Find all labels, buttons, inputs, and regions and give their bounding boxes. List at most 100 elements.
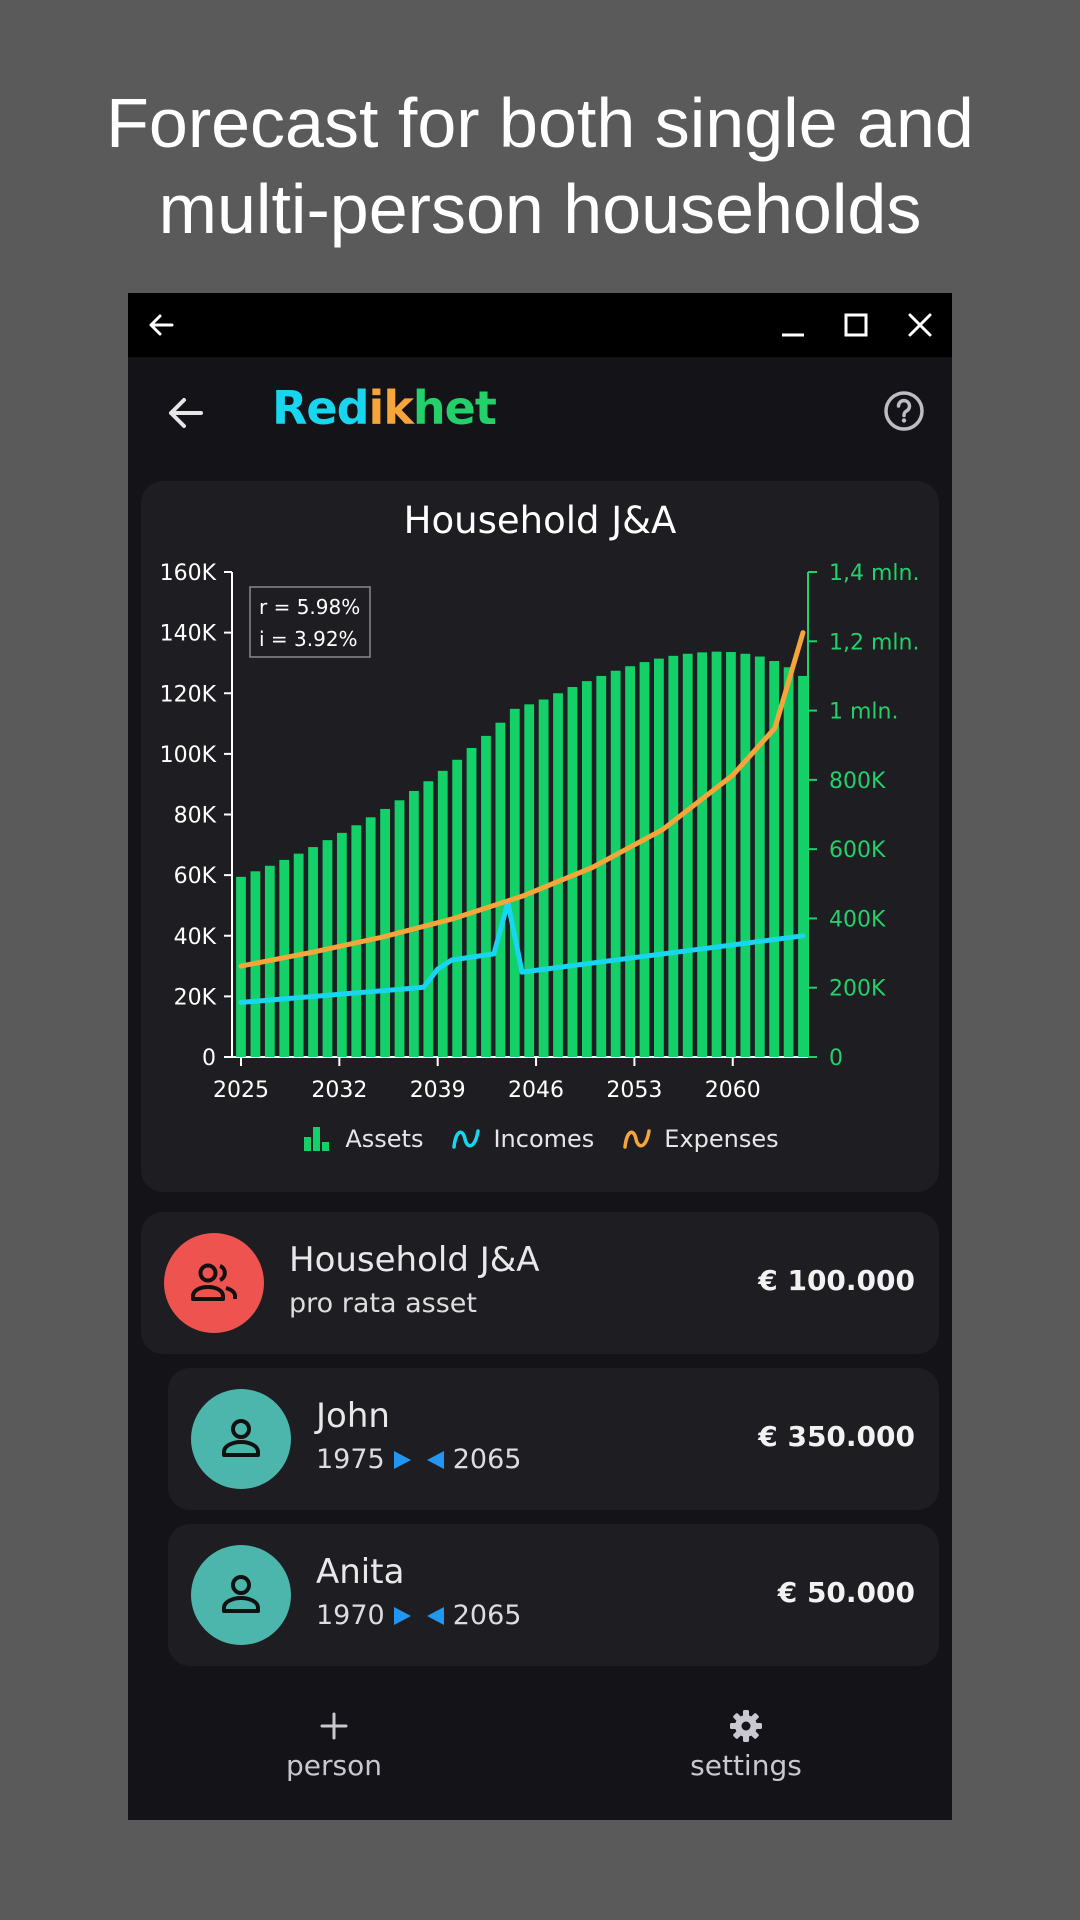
asset-bar: [437, 770, 448, 1057]
left-tick-label: 140K: [160, 622, 217, 647]
person-lifespan: 1975 2065: [316, 1444, 521, 1475]
asset-bar: [754, 656, 765, 1057]
incomes-line: [238, 899, 806, 1005]
chart-title: Household J&A: [403, 499, 677, 542]
help-button[interactable]: [880, 387, 928, 435]
add-person-label: person: [286, 1749, 382, 1782]
right-tick-label: 800K: [829, 769, 886, 794]
person-amount: € 50.000: [777, 1576, 915, 1609]
household-subtitle: pro rata asset: [289, 1288, 477, 1319]
death-year: 2065: [452, 1600, 522, 1631]
arrow-left-icon: [169, 398, 203, 428]
window-titlebar: [128, 293, 952, 357]
asset-bar: [452, 759, 463, 1057]
left-tick-label: 20K: [174, 985, 217, 1010]
asset-bar: [697, 652, 708, 1057]
legend-item-assets: Assets: [301, 1125, 423, 1153]
window-minimize-button[interactable]: [768, 301, 816, 349]
person-icon: [222, 1575, 260, 1613]
x-tick-label: 2046: [508, 1078, 564, 1103]
asset-bar: [668, 655, 679, 1057]
gear-icon: [730, 1710, 762, 1742]
asset-bar: [610, 670, 621, 1057]
left-tick-label: 60K: [174, 864, 217, 889]
window-maximize-button[interactable]: [832, 301, 880, 349]
settings-button[interactable]: settings: [646, 1703, 846, 1803]
asset-bar: [466, 747, 477, 1057]
asset-bar: [538, 699, 549, 1057]
person-amount: € 350.000: [758, 1420, 915, 1453]
arrow-left-icon: [149, 314, 174, 336]
x-tick-label: 2032: [311, 1078, 367, 1103]
window-back-button[interactable]: [138, 301, 186, 349]
asset-bar: [726, 652, 736, 1057]
person-avatar: [191, 1545, 291, 1645]
asset-bar: [682, 653, 693, 1057]
asset-bar: [639, 662, 650, 1057]
person-row-anita[interactable]: Anita 1970 2065 € 50.000: [168, 1524, 939, 1666]
right-tick-label: 200K: [829, 977, 886, 1002]
play-left-icon: [426, 1450, 444, 1469]
right-tick-label: 0: [829, 1046, 843, 1071]
add-person-button[interactable]: person: [234, 1703, 434, 1803]
person-lifespan: 1970 2065: [316, 1600, 521, 1631]
left-tick-label: 100K: [160, 743, 217, 768]
headline-line-1: Forecast for both single and: [106, 84, 974, 162]
asset-bar: [553, 693, 563, 1057]
birth-year: 1970: [316, 1600, 385, 1631]
right-tick-label: 1,4 mln.: [829, 561, 919, 586]
asset-bar: [423, 781, 434, 1057]
asset-bar: [769, 661, 780, 1057]
household-row[interactable]: Household J&A pro rata asset € 100.000: [141, 1212, 939, 1354]
logo-part-red: Red: [272, 381, 370, 435]
asset-bar: [509, 708, 520, 1057]
maximize-icon: [844, 313, 868, 337]
person-name: Anita: [316, 1552, 405, 1592]
right-tick-label: 600K: [829, 838, 886, 863]
birth-year: 1975: [316, 1444, 385, 1475]
headline-line-2: multi-person households: [158, 170, 922, 248]
person-avatar: [191, 1389, 291, 1489]
logo-part-het: het: [412, 381, 497, 435]
x-tick-label: 2053: [606, 1078, 662, 1103]
app-window: Redikhet Household J&A 0 20K 40K 60K 80K 100K…: [128, 293, 952, 1820]
chart-legend: Assets Incomes Expenses: [128, 1125, 952, 1153]
play-right-icon: [393, 1450, 411, 1469]
annotation-text: r = 5.98%: [259, 595, 360, 619]
asset-bar: [567, 687, 578, 1057]
legend-item-incomes: Incomes: [451, 1125, 594, 1153]
household-avatar: [164, 1233, 264, 1333]
app-bar: Redikhet: [128, 357, 952, 469]
person-name: John: [316, 1396, 390, 1436]
forecast-chart: 0 20K 40K 60K 80K 100K 120K 140K 160K 0 200K 400K 60…: [160, 561, 920, 1103]
help-circle-icon: [884, 391, 924, 431]
legend-label-expenses: Expenses: [664, 1125, 779, 1153]
death-year: 2065: [452, 1444, 522, 1475]
app-logo: Redikhet: [272, 381, 497, 435]
back-button[interactable]: [156, 383, 216, 443]
window-close-button[interactable]: [896, 301, 944, 349]
person-row-john[interactable]: John 1975 2065 € 350.000: [168, 1368, 939, 1510]
headline: Forecast for both single and multi-perso…: [0, 80, 1080, 252]
left-tick-label: 0: [202, 1046, 216, 1071]
wave-line-icon: [623, 1129, 652, 1149]
x-tick-label: 2060: [705, 1078, 761, 1103]
asset-bar: [380, 808, 391, 1057]
legend-label-assets: Assets: [345, 1125, 424, 1153]
bottom-nav: person settings: [128, 1703, 952, 1820]
asset-bar: [711, 651, 722, 1057]
right-tick-label: 400K: [829, 907, 886, 932]
asset-bar: [625, 666, 635, 1057]
legend-item-expenses: Expenses: [622, 1125, 779, 1153]
annotation-box: [249, 586, 371, 658]
asset-bar: [798, 675, 808, 1057]
annotation-text: i = 3.92%: [259, 627, 358, 651]
asset-bar: [596, 675, 607, 1057]
left-tick-label: 80K: [174, 804, 217, 829]
left-tick-label: 40K: [174, 925, 217, 950]
asset-bar: [481, 735, 491, 1057]
right-tick-label: 1,2 mln.: [829, 630, 919, 655]
play-right-icon: [393, 1606, 411, 1625]
right-tick-label: 1 mln.: [829, 700, 898, 725]
asset-bar: [394, 800, 405, 1057]
